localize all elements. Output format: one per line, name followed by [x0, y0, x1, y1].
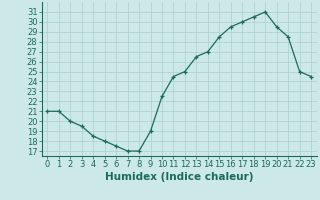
X-axis label: Humidex (Indice chaleur): Humidex (Indice chaleur): [105, 172, 253, 182]
